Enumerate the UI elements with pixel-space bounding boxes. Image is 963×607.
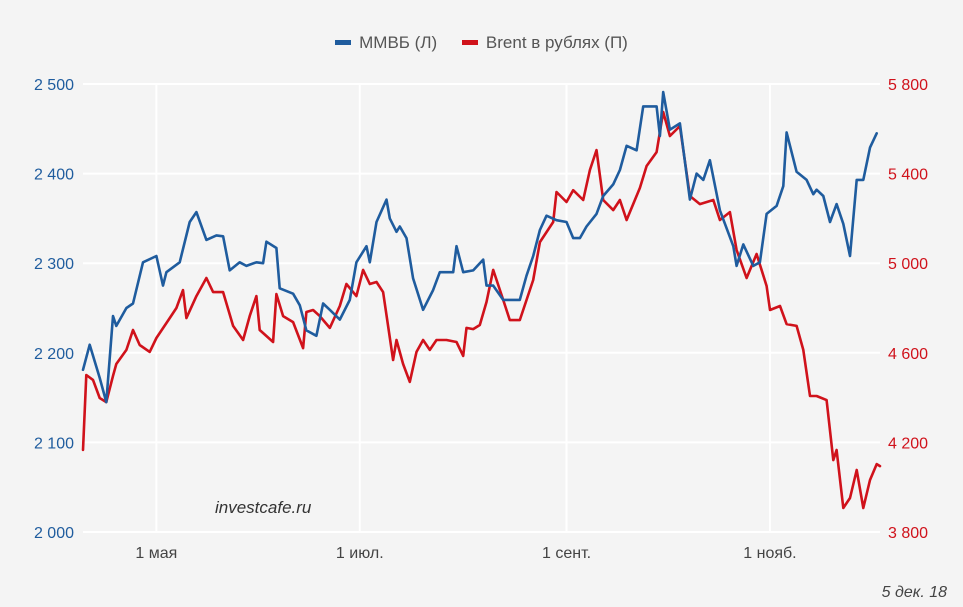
series-line-mmvb	[81, 90, 879, 404]
watermark: investcafe.ru	[215, 498, 312, 517]
y-left-tick-label: 2 500	[34, 77, 74, 94]
y-right-tick-label: 3 800	[888, 525, 928, 542]
y-left-tick-label: 2 200	[34, 346, 74, 363]
legend-item-mmvb[interactable]: ММВБ (Л)	[335, 33, 437, 53]
y-right-tick-label: 5 000	[888, 256, 928, 273]
y-right-tick-label: 5 800	[888, 77, 928, 94]
x-tick-label: 1 сент.	[542, 545, 591, 562]
x-tick-label: 1 мая	[135, 545, 177, 562]
y-left-tick-label: 2 100	[34, 435, 74, 452]
legend-label-brent: Brent в рублях (П)	[485, 32, 628, 52]
y-left-tick-label: 2 000	[34, 525, 74, 542]
x-tick-label: 1 июл.	[336, 545, 384, 562]
y-left-tick-label: 2 300	[34, 256, 74, 273]
legend-item-brent[interactable]: Brent в рублях (П)	[461, 32, 628, 53]
legend: ММВБ (Л) Brent в рублях (П)	[0, 30, 963, 53]
legend-swatch-brent	[461, 40, 478, 45]
date-label: 5 дек. 18	[881, 584, 947, 601]
y-left-tick-label: 2 400	[34, 167, 74, 184]
legend-swatch-mmvb	[335, 40, 352, 45]
x-tick-label: 1 нояб.	[743, 545, 796, 562]
y-right-tick-label: 4 600	[888, 346, 928, 363]
series-line-brent	[81, 110, 882, 510]
y-right-tick-label: 4 200	[888, 435, 928, 452]
y-right-tick-label: 5 400	[888, 167, 928, 184]
legend-label-mmvb: ММВБ (Л)	[359, 32, 438, 52]
